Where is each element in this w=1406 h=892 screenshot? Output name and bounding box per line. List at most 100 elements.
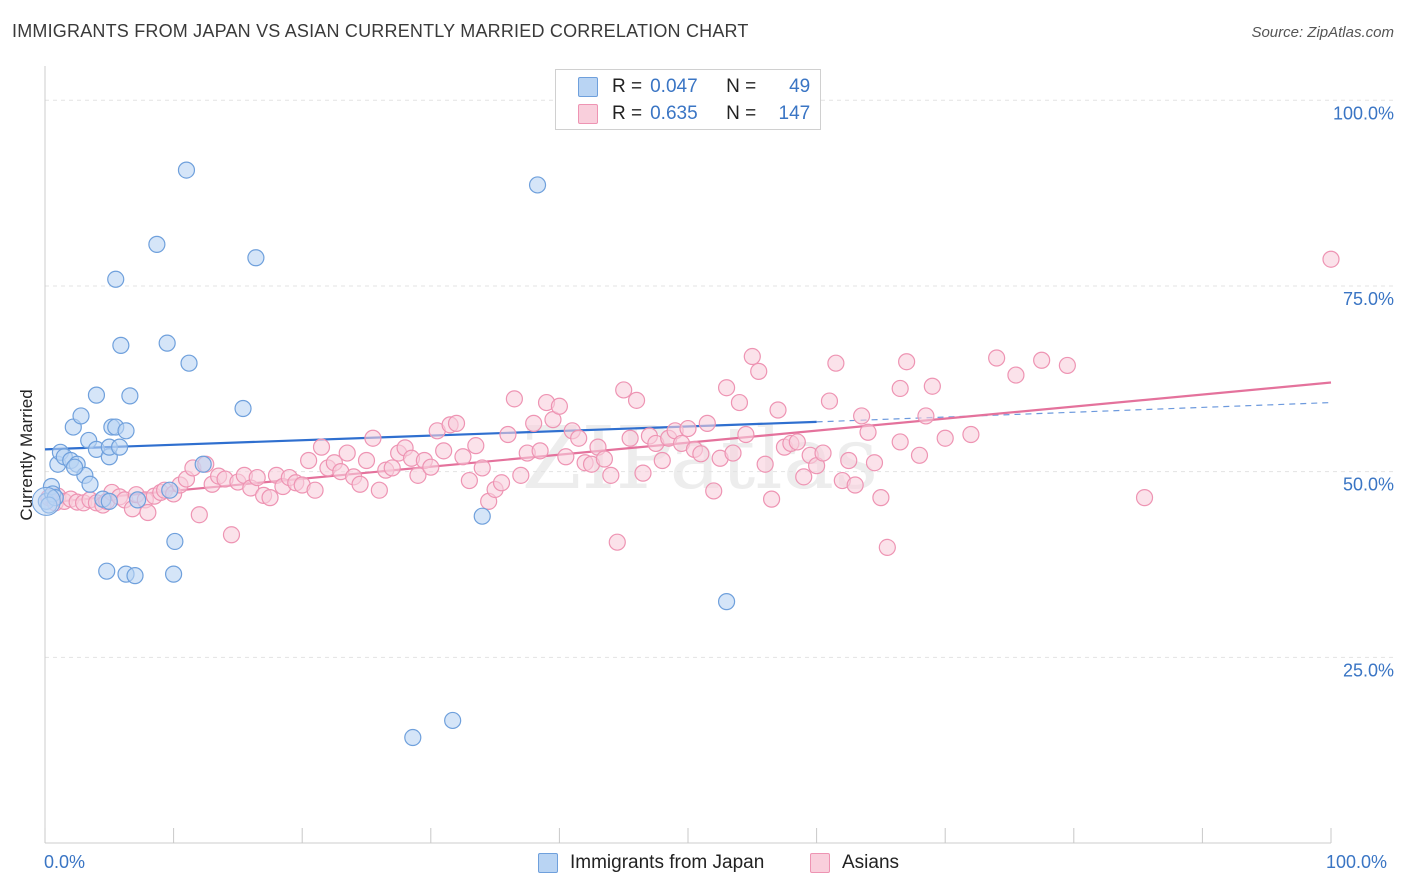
y-tick-labels: 25.0% 50.0% 75.0% 100.0%	[1333, 103, 1394, 680]
legend-label-asians: Asians	[842, 852, 900, 873]
grid-lines	[45, 99, 1394, 658]
x-min-label: 0.0%	[44, 852, 86, 872]
legend-label-japan: Immigrants from Japan	[570, 852, 765, 873]
asian-point	[312, 438, 331, 456]
asian-point	[557, 448, 575, 466]
asian-point	[878, 538, 896, 556]
asian-point	[570, 429, 588, 447]
asian-point	[679, 419, 697, 438]
asian-point	[910, 446, 929, 464]
legend-n-value: 49	[789, 76, 811, 97]
y-axis-title-wrap: Currently Married	[10, 330, 44, 580]
japan-point	[404, 728, 422, 747]
asian-point	[1322, 250, 1340, 268]
asian-point	[306, 481, 324, 499]
asian-point	[988, 349, 1006, 367]
asian-point	[422, 458, 440, 476]
asian-point	[750, 362, 768, 380]
legend-swatch-japan	[538, 853, 558, 873]
asian-point	[898, 353, 916, 371]
asian-point	[525, 414, 543, 432]
legend-swatch-asians	[578, 104, 598, 124]
asian-point	[505, 390, 523, 408]
asian-point	[705, 482, 723, 500]
asian-point	[409, 466, 427, 484]
asian-point	[364, 429, 382, 447]
asian-point	[859, 423, 877, 441]
asian-point	[891, 433, 909, 451]
japan-point	[194, 455, 212, 473]
japan-point	[126, 567, 144, 585]
asian-point	[872, 489, 890, 507]
asian-point	[1058, 356, 1076, 375]
y-axis-title: Currently Married	[17, 389, 36, 521]
legend-n-label: N =	[726, 76, 757, 97]
legend-swatch-japan	[578, 77, 598, 97]
japan-trend-extension	[816, 401, 1332, 423]
japan-point	[247, 249, 265, 267]
asian-point	[853, 407, 871, 425]
legend-item-japan[interactable]: Immigrants from Japan	[538, 852, 764, 874]
legend-r-label: R =	[612, 103, 643, 124]
japan-point	[180, 354, 198, 372]
japan-point	[444, 711, 462, 730]
legend-item-asians[interactable]: Asians	[810, 852, 899, 874]
asian-point	[338, 444, 356, 462]
stats-legend: R = 0.047 N = 49 R = 0.635 N = 147	[555, 69, 821, 130]
asian-point	[756, 455, 774, 473]
asian-point	[190, 506, 208, 524]
legend-swatch-asians	[810, 853, 830, 873]
asian-point	[512, 466, 530, 484]
japan-point	[234, 399, 252, 418]
japan-point	[107, 270, 125, 288]
asian-point	[743, 347, 761, 366]
asian-point	[962, 425, 980, 444]
japan-point	[161, 481, 179, 499]
asian-point	[730, 393, 749, 412]
asian-point	[820, 392, 839, 410]
asian-point	[550, 397, 569, 415]
japan-point	[31, 486, 61, 516]
asian-point	[1135, 489, 1154, 507]
asian-point	[370, 481, 388, 499]
asian-point	[222, 526, 241, 544]
legend-row-japan: R = 0.047 N = 49	[578, 75, 810, 99]
japan-point	[98, 562, 116, 580]
asian-point	[595, 450, 614, 468]
japan-point	[87, 386, 106, 404]
japan-point	[121, 387, 139, 405]
asian-point	[865, 454, 884, 472]
japan-point	[72, 407, 90, 425]
asian-point	[769, 401, 787, 419]
japan-point	[166, 532, 184, 551]
asian-point	[827, 354, 845, 372]
asian-point	[261, 489, 279, 507]
asian-point	[435, 442, 453, 460]
asian-point	[454, 448, 472, 466]
japan-point	[177, 161, 196, 179]
japan-point	[117, 422, 135, 440]
japan-point	[112, 336, 130, 354]
asian-point	[499, 425, 517, 444]
source-label: Source: ZipAtlas.com	[1251, 24, 1394, 41]
asian-point	[460, 471, 478, 490]
asian-point	[724, 444, 742, 462]
legend-n-value: 147	[778, 103, 811, 124]
japan-point	[473, 507, 491, 525]
asian-point	[795, 468, 813, 486]
japan-point	[165, 565, 183, 583]
legend-n-label: N =	[726, 103, 757, 124]
asian-point	[615, 381, 633, 399]
japan-point	[65, 458, 84, 476]
asian-point	[717, 379, 736, 397]
asian-point	[840, 451, 858, 470]
asian-point	[923, 377, 941, 395]
legend-row-asians: R = 0.635 N = 147	[578, 102, 810, 126]
asian-point	[814, 444, 832, 462]
legend-r-value: 0.635	[650, 103, 698, 124]
japan-point	[110, 438, 129, 456]
asian-point	[467, 437, 485, 455]
legend-r-label: R =	[612, 76, 643, 97]
asian-point	[383, 459, 401, 477]
